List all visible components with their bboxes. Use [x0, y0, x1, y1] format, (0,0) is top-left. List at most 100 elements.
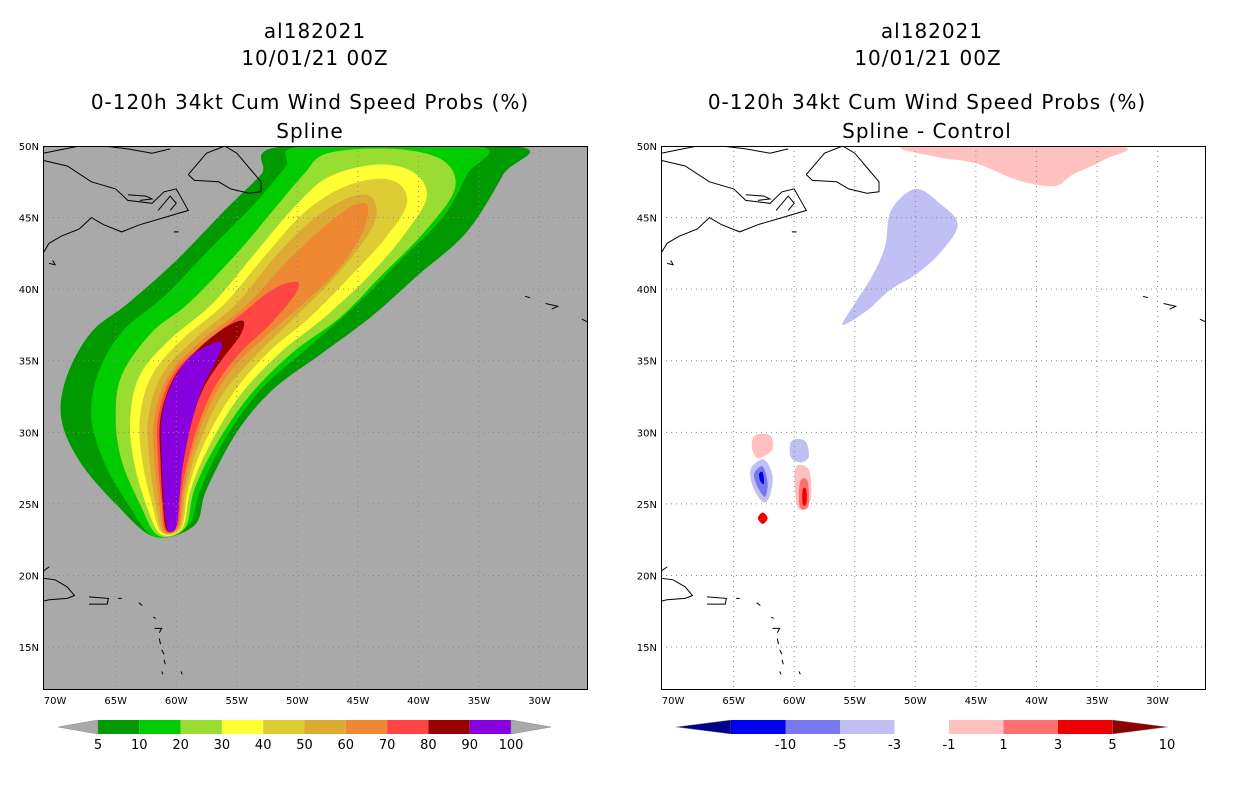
left-y-tick-15N: 15N	[19, 643, 39, 654]
left-x-tick-35W: 35W	[468, 696, 491, 707]
left-x-tick-60W: 60W	[165, 696, 188, 707]
left-coast-cuba-tip	[43, 566, 50, 572]
left-gridlines	[43, 146, 588, 690]
left-coast-cape-cod	[48, 260, 57, 266]
left-colorbar-label-3: 30	[214, 738, 231, 753]
right-y-tick-40N: 40N	[637, 285, 657, 296]
right-y-tick-15N: 15N	[637, 643, 657, 654]
right-title-storm: al182021	[881, 19, 983, 43]
left-map	[43, 146, 588, 690]
left-colorbar-box-3	[221, 720, 264, 734]
right-contour-6	[789, 438, 809, 463]
right-x-axis-ticks: 70W 65W 60W 55W 50W 45W 40W 35W 30W	[662, 696, 1169, 707]
left-y-tick-25N: 25N	[19, 500, 39, 511]
right-y-axis-ticks: 50N 45N 40N 35N 30N 25N 20N 15N	[637, 142, 657, 654]
right-title-product: 0-120h 34kt Cum Wind Speed Probs (%)	[708, 90, 1146, 114]
right-coast-barbados	[798, 671, 801, 675]
left-coast-gulf-st-lawrence	[43, 146, 171, 154]
left-title-date: 10/01/21 00Z	[241, 46, 388, 70]
right-x-tick-55W: 55W	[843, 696, 866, 707]
right-colorbar-label-4: 1	[999, 738, 1007, 753]
left-x-tick-50W: 50W	[286, 696, 309, 707]
right-coast-st-lucia	[781, 659, 784, 665]
right-contour-10	[757, 512, 768, 524]
right-contour-0	[900, 146, 1128, 187]
right-colorbar-label-0: -10	[775, 738, 796, 753]
right-coast-azores-2	[1163, 303, 1178, 310]
left-coast-barbados	[180, 671, 183, 675]
right-coast-cape-cod	[666, 260, 675, 266]
left-coastlines	[43, 146, 588, 675]
left-x-tick-65W: 65W	[104, 696, 127, 707]
right-contour-2	[751, 433, 774, 459]
left-colorbar-label-1: 10	[131, 738, 148, 753]
left-colorbar-left-arrow	[57, 719, 99, 735]
left-title-method: Spline	[276, 119, 343, 143]
left-coast-leeward-islands	[138, 602, 143, 606]
right-colorbar-box-7	[1058, 720, 1113, 734]
right-colorbar-box-5	[949, 720, 1004, 734]
left-coast-azores-1	[524, 295, 531, 299]
right-coast-antigua	[770, 616, 774, 619]
left-colorbar-box-6	[345, 720, 388, 734]
left-y-axis-ticks: 50N 45N 40N 35N 30N 25N 20N 15N	[19, 142, 39, 654]
left-x-tick-55W: 55W	[225, 696, 248, 707]
left-coast-dominica	[158, 638, 161, 645]
right-coast-pei	[745, 194, 772, 201]
left-coast-newfoundland	[187, 146, 262, 194]
right-x-tick-35W: 35W	[1086, 696, 1109, 707]
right-coast-azores-3	[1199, 318, 1206, 323]
left-probability-contours	[60, 146, 531, 538]
right-colorbar-box-4	[894, 720, 949, 734]
right-contour-9	[802, 487, 807, 506]
right-colorbar-right-arrow	[1112, 719, 1168, 735]
left-map-border	[43, 146, 588, 690]
right-x-tick-50W: 50W	[904, 696, 927, 707]
left-panel: al182021 10/01/21 00Z 0-120h 34kt Cum Wi…	[19, 19, 588, 753]
right-coast-northeast-coast	[661, 159, 808, 254]
left-colorbar-box-0	[98, 720, 140, 734]
right-colorbar-left-arrow	[675, 719, 732, 735]
left-coast-puerto-rico	[88, 596, 110, 605]
right-y-tick-50N: 50N	[637, 142, 657, 153]
right-x-tick-60W: 60W	[783, 696, 806, 707]
right-colorbar-box-3	[840, 720, 895, 734]
left-coast-cape-breton	[157, 195, 177, 211]
right-coast-gulf-st-lawrence	[661, 146, 789, 154]
left-colorbar-box-4	[263, 720, 305, 734]
left-y-tick-45N: 45N	[19, 214, 39, 225]
left-coast-st-vincent	[161, 671, 164, 675]
right-gridlines	[661, 146, 1206, 690]
right-y-tick-20N: 20N	[637, 571, 657, 582]
right-coast-leeward-islands	[756, 602, 761, 606]
left-colorbar-box-2	[180, 720, 222, 734]
right-panel: al182021 10/01/21 00Z 0-120h 34kt Cum Wi…	[637, 19, 1206, 753]
right-y-tick-35N: 35N	[637, 357, 657, 368]
right-coast-dominica	[776, 638, 779, 645]
left-colorbar-label-0: 5	[94, 738, 102, 753]
left-colorbar-label-2: 20	[172, 738, 189, 753]
right-coast-cape-breton	[775, 195, 795, 211]
right-colorbar: -10 -5 -3 -1 1 3 5 10	[675, 719, 1175, 753]
left-title-product: 0-120h 34kt Cum Wind Speed Probs (%)	[91, 90, 529, 114]
right-contour-1	[842, 188, 958, 326]
right-map-border	[661, 146, 1206, 690]
left-colorbar-label-5: 50	[296, 738, 313, 753]
left-y-tick-50N: 50N	[19, 142, 39, 153]
right-x-tick-30W: 30W	[1146, 696, 1169, 707]
right-y-tick-30N: 30N	[637, 428, 657, 439]
left-colorbar-label-7: 70	[379, 738, 396, 753]
right-coast-azores-1	[1142, 295, 1149, 299]
right-colorbar-label-1: -5	[834, 738, 847, 753]
right-x-tick-45W: 45W	[965, 696, 988, 707]
right-x-tick-70W: 70W	[662, 696, 685, 707]
left-x-tick-30W: 30W	[528, 696, 551, 707]
left-coast-hispaniola	[43, 577, 76, 602]
right-coast-hispaniola	[661, 577, 694, 602]
right-x-tick-40W: 40W	[1025, 696, 1048, 707]
right-coast-puerto-rico	[706, 596, 728, 605]
right-title-date: 10/01/21 00Z	[854, 46, 1001, 70]
right-colorbar-label-5: 3	[1054, 738, 1062, 753]
left-colorbar-label-6: 60	[338, 738, 355, 753]
right-coast-newfoundland	[805, 146, 880, 194]
